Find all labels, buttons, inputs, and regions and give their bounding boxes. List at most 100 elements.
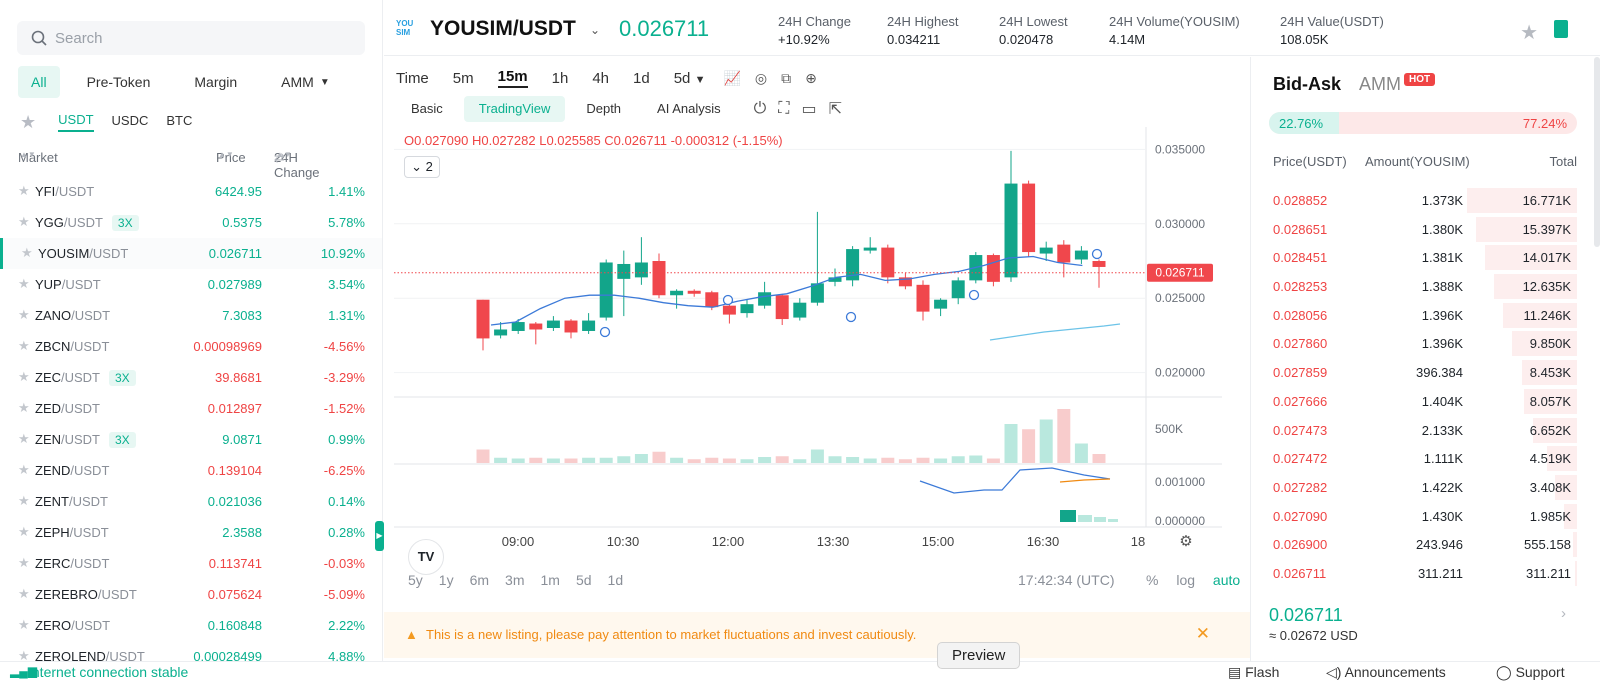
market-row[interactable]: ★ ZERO/USDT 0.160848 2.22% — [0, 610, 382, 641]
close-icon[interactable]: ✕ — [1195, 624, 1210, 643]
range-6m[interactable]: 6m — [469, 572, 490, 588]
layout-icon[interactable]: ▭ — [801, 101, 817, 118]
market-row[interactable]: ★ YGG/USDT 3X 0.5375 5.78% — [0, 207, 382, 238]
market-row[interactable]: ★ ZEN/USDT 3X 9.0871 0.99% — [0, 424, 382, 455]
market-row[interactable]: ★ ZENT/USDT 0.021036 0.14% — [0, 486, 382, 517]
star-icon[interactable]: ★ — [18, 369, 30, 384]
ask-row[interactable]: 0.028253 1.388K 12.635K — [1251, 272, 1600, 301]
market-row[interactable]: ★ ZANO/USDT 7.3083 1.31% — [0, 300, 382, 331]
scale-auto[interactable]: auto — [1212, 572, 1241, 588]
star-icon[interactable]: ★ — [18, 648, 30, 661]
quote-tab-btc[interactable]: BTC — [166, 113, 193, 128]
star-icon[interactable]: ★ — [18, 307, 30, 322]
star-icon[interactable]: ★ — [18, 586, 30, 601]
ask-row[interactable]: 0.027473 2.133K 6.652K — [1251, 416, 1600, 445]
tab-all[interactable]: All — [18, 66, 60, 98]
indicator-toggle[interactable]: ⌄ 2 — [404, 156, 440, 178]
scale-percent[interactable]: % — [1146, 572, 1159, 588]
market-row[interactable]: ★ ZEND/USDT 0.139104 -6.25% — [0, 455, 382, 486]
pair-selector[interactable]: YOUSIM/USDT — [430, 17, 576, 40]
view-tradingview[interactable]: TradingView — [463, 96, 566, 122]
add-indicator-icon[interactable]: ⊕ — [805, 69, 817, 86]
ask-row[interactable]: 0.028651 1.380K 15.397K — [1251, 215, 1600, 244]
ask-row[interactable]: 0.026711 311.211 311.211 — [1251, 559, 1600, 588]
indicator-icon[interactable]: ⏻ — [753, 100, 767, 117]
chevron-down-icon[interactable]: ⌄ — [590, 23, 601, 37]
market-row[interactable]: ★ YFI/USDT 6424.95 1.41% — [0, 176, 382, 207]
search-input[interactable]: Search — [17, 21, 365, 55]
tf-1d[interactable]: 1d — [633, 69, 650, 87]
star-icon[interactable]: ★ — [18, 524, 30, 539]
swap-icon[interactable]: ⇄ — [274, 150, 285, 165]
ask-row[interactable]: 0.028852 1.373K 16.771K — [1251, 186, 1600, 215]
tf-time[interactable]: Time — [396, 69, 429, 87]
tab-amm[interactable]: AMM ▼ — [264, 66, 347, 98]
tf-4h[interactable]: 4h — [592, 69, 610, 87]
star-icon[interactable]: ★ — [18, 493, 30, 508]
range-1m[interactable]: 1m — [540, 572, 560, 588]
ask-row[interactable]: 0.027666 1.404K 8.057K — [1251, 387, 1600, 416]
star-icon[interactable]: ★ — [18, 462, 30, 477]
star-icon[interactable]: ★ — [18, 431, 30, 446]
market-row[interactable]: ★ ZBCN/USDT 0.00098969 -4.56% — [0, 331, 382, 362]
ask-row[interactable]: 0.027282 1.422K 3.408K — [1251, 473, 1600, 502]
flash-link[interactable]: ▤ Flash — [1228, 664, 1279, 681]
tf-5d[interactable]: 5d ▼ — [674, 70, 706, 87]
range-1d[interactable]: 1d — [607, 572, 624, 588]
view-ai-analysis[interactable]: AI Analysis — [657, 101, 721, 116]
star-icon[interactable]: ★ — [18, 338, 30, 353]
ask-row[interactable]: 0.026900 243.946 555.158 — [1251, 530, 1600, 559]
star-icon[interactable]: ★ — [18, 214, 30, 229]
market-row[interactable]: ★ ZEREBRO/USDT 0.075624 -5.09% — [0, 579, 382, 610]
chart-type-icon[interactable]: 📈 — [723, 69, 741, 86]
tab-bid-ask[interactable]: Bid-Ask — [1273, 74, 1342, 94]
chevron-right-icon[interactable]: › — [1561, 605, 1566, 622]
market-row[interactable]: ★ YUP/USDT 0.027989 3.54% — [0, 269, 382, 300]
price-chart[interactable]: 0.035000 0.030000 0.025000 0.020000 500K 0.00… — [384, 127, 1250, 547]
scale-log[interactable]: log — [1176, 572, 1196, 588]
range-1y[interactable]: 1y — [438, 572, 454, 588]
ask-row[interactable]: 0.028451 1.381K 14.017K — [1251, 243, 1600, 272]
tf-5m[interactable]: 5m — [452, 69, 474, 87]
compare-icon[interactable]: ⧉ — [781, 69, 792, 86]
market-row[interactable]: ★ YOUSIM/USDT 0.026711 10.92% — [0, 238, 382, 269]
view-basic[interactable]: Basic — [411, 101, 443, 116]
book-last-price[interactable]: 0.026711 — [1269, 605, 1343, 625]
star-icon[interactable]: ★ — [18, 617, 30, 632]
settings-icon[interactable]: ◎ — [754, 69, 768, 86]
range-5y[interactable]: 5y — [408, 572, 423, 588]
range-3m[interactable]: 3m — [505, 572, 525, 588]
ask-row[interactable]: 0.027090 1.430K 1.985K — [1251, 502, 1600, 531]
quote-tab-usdt[interactable]: USDT — [58, 112, 94, 132]
market-row[interactable]: ★ ZED/USDT 0.012897 -1.52% — [0, 393, 382, 424]
star-icon[interactable]: ★ — [18, 555, 30, 570]
collapse-handle[interactable]: ▶ — [375, 521, 384, 551]
favorites-star-icon[interactable]: ★ — [20, 111, 37, 132]
tab-pre-token[interactable]: Pre-Token — [86, 74, 151, 90]
tf-1h[interactable]: 1h — [551, 69, 569, 87]
preview-tooltip[interactable]: Preview — [937, 642, 1021, 669]
ask-row[interactable]: 0.028056 1.396K 11.246K — [1251, 301, 1600, 330]
tab-margin[interactable]: Margin — [194, 74, 238, 90]
market-row[interactable]: ★ ZEROLEND/USDT 0.00028499 4.88% — [0, 641, 382, 661]
favorite-star-icon[interactable]: ★ — [1520, 22, 1538, 44]
ask-row[interactable]: 0.027859 396.384 8.453K — [1251, 358, 1600, 387]
range-5d[interactable]: 5d — [575, 572, 592, 588]
share-icon[interactable]: ⇱ — [828, 101, 843, 118]
tf-15m[interactable]: 15m — [497, 68, 528, 88]
ask-row[interactable]: 0.027472 1.111K 4.519K — [1251, 444, 1600, 473]
market-row[interactable]: ★ ZEPH/USDT 2.3588 0.28% — [0, 517, 382, 548]
fullscreen-icon[interactable]: ⛶ — [778, 100, 790, 117]
star-icon[interactable]: ★ — [18, 400, 30, 415]
ask-row[interactable]: 0.027860 1.396K 9.850K — [1251, 329, 1600, 358]
quote-tab-usdc[interactable]: USDC — [111, 113, 149, 128]
view-depth[interactable]: Depth — [586, 101, 622, 116]
market-row[interactable]: ★ ZEC/USDT 3X 39.8681 -3.29% — [0, 362, 382, 393]
scrollbar[interactable] — [1594, 57, 1600, 247]
market-row[interactable]: ★ ZERC/USDT 0.113741 -0.03% — [0, 548, 382, 579]
book-icon[interactable] — [1554, 20, 1568, 38]
tab-amm-book[interactable]: AMM HOT — [1359, 73, 1436, 95]
support-link[interactable]: ◯ Support — [1496, 664, 1565, 681]
announcements-link[interactable]: ◁) Announcements — [1326, 664, 1446, 681]
star-icon[interactable]: ★ — [21, 245, 33, 260]
